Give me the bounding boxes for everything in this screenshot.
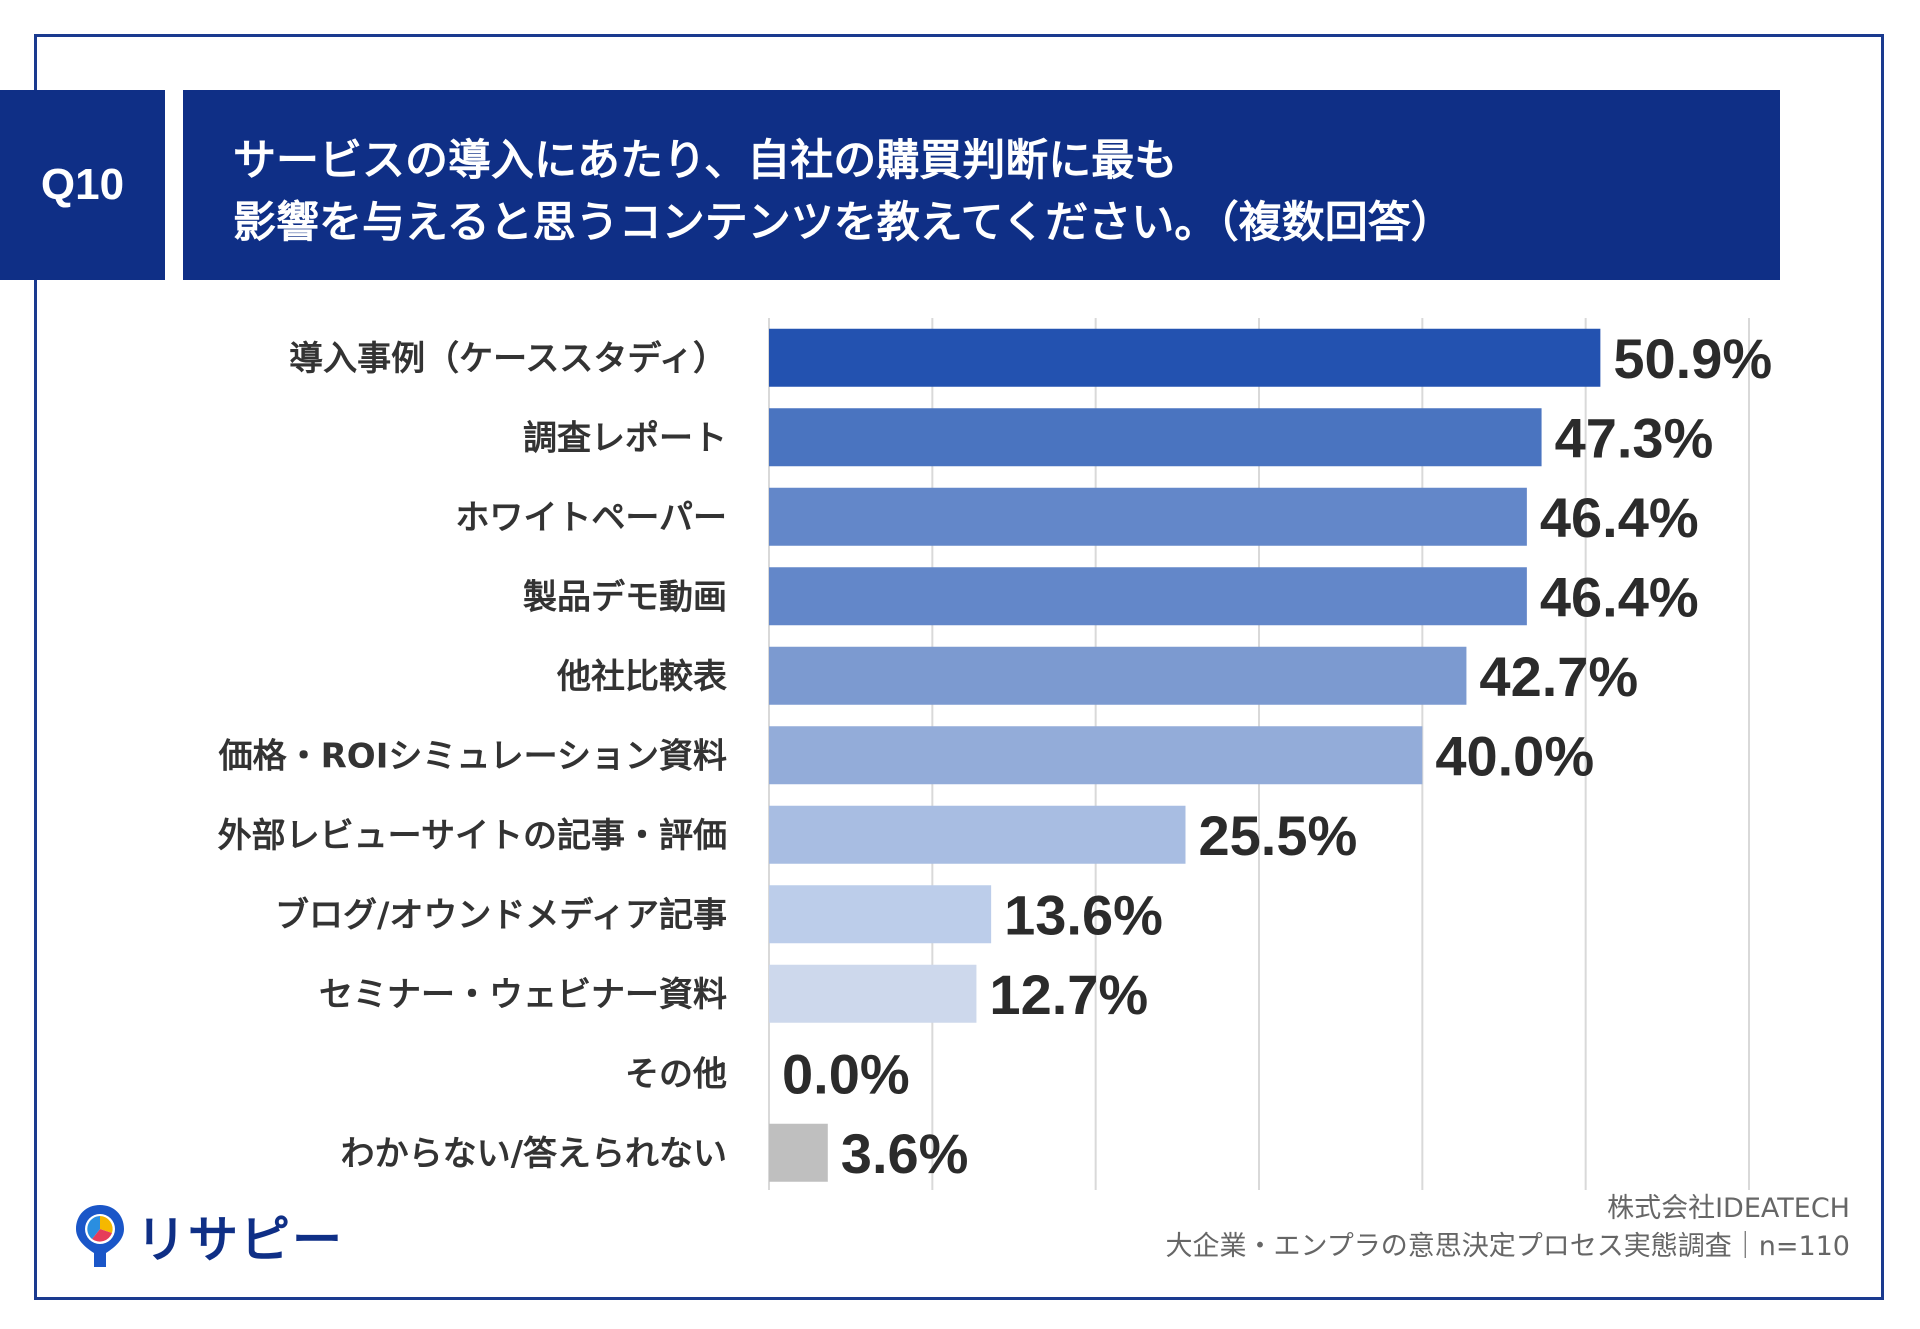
value-label: 25.5% xyxy=(1199,804,1358,867)
pin-logo-icon xyxy=(76,1205,124,1267)
category-label: 他社比較表 xyxy=(556,657,727,697)
source-footer: 株式会社IDEATECH 大企業・エンプラの意思決定プロセス実態調査｜n=110 xyxy=(1166,1190,1850,1266)
value-label: 13.6% xyxy=(1004,883,1163,946)
category-label: 価格・ROIシミュレーション資料 xyxy=(218,736,727,776)
category-label: わからない/答えられない xyxy=(341,1134,727,1174)
category-label: セミナー・ウェビナー資料 xyxy=(319,975,727,1015)
category-label: 外部レビューサイトの記事・評価 xyxy=(218,816,727,856)
category-label: 導入事例（ケーススタディ） xyxy=(289,339,727,379)
category-label: ホワイトペーパー xyxy=(455,498,727,538)
value-label: 46.4% xyxy=(1540,486,1699,549)
value-label: 0.0% xyxy=(782,1042,910,1105)
bar xyxy=(769,487,1527,546)
value-label: 47.3% xyxy=(1555,406,1714,469)
question-badge: Q10 xyxy=(0,90,165,280)
value-label: 12.7% xyxy=(989,963,1148,1026)
question-title-line1: サービスの導入にあたり、自社の購買判断に最も xyxy=(233,136,1178,186)
value-label: 40.0% xyxy=(1435,724,1594,787)
question-title-line2: 影響を与えると思うコンテンツを教えてください。（複数回答） xyxy=(233,198,1454,248)
logo-text: リサピー xyxy=(136,1211,344,1269)
bar xyxy=(769,328,1601,387)
bar xyxy=(769,964,977,1023)
outer-frame xyxy=(34,34,1884,1300)
value-label: 3.6% xyxy=(841,1122,969,1185)
bar xyxy=(769,646,1467,705)
bar xyxy=(769,567,1527,626)
category-label: ブログ/オウンドメディア記事 xyxy=(275,895,727,935)
question-title: サービスの導入にあたり、自社の購買判断に最も 影響を与えると思うコンテンツを教え… xyxy=(183,90,1780,280)
bar xyxy=(769,726,1423,785)
bar xyxy=(769,408,1542,467)
value-label: 42.7% xyxy=(1479,645,1638,708)
category-label: 製品デモ動画 xyxy=(523,577,727,617)
value-label: 50.9% xyxy=(1613,327,1772,390)
value-label: 46.4% xyxy=(1540,565,1699,628)
logo: リサピー xyxy=(70,1200,344,1272)
bar xyxy=(769,805,1186,864)
category-label: その他 xyxy=(625,1054,727,1094)
category-label: 調査レポート xyxy=(523,418,727,458)
bar xyxy=(769,1123,828,1182)
bar xyxy=(769,885,992,944)
footer-survey: 大企業・エンプラの意思決定プロセス実態調査｜n=110 xyxy=(1165,1231,1850,1262)
footer-company: 株式会社IDEATECH xyxy=(1607,1193,1850,1224)
